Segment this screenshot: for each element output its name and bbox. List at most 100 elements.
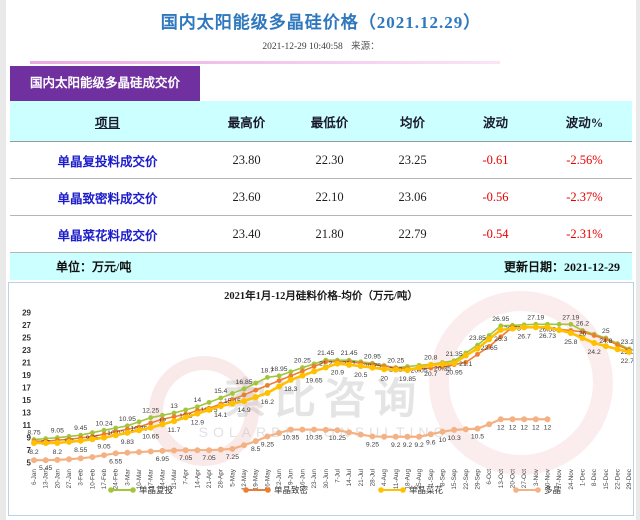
- svg-text:20.7: 20.7: [424, 371, 437, 378]
- svg-text:8-Dec: 8-Dec: [591, 468, 598, 486]
- svg-text:12.9: 12.9: [191, 420, 204, 427]
- svg-text:21.2: 21.2: [319, 360, 332, 367]
- cell-avg: 22.79: [371, 215, 454, 253]
- svg-text:8.55: 8.55: [74, 447, 87, 454]
- svg-text:20.35: 20.35: [434, 366, 451, 373]
- svg-text:单晶菜花: 单晶菜花: [409, 485, 444, 495]
- cell-item[interactable]: 单晶复投料成交价: [10, 141, 205, 179]
- svg-text:10.35: 10.35: [282, 435, 299, 442]
- table-footer-band: 单位：万元/吨 更新日期：2021-12-29: [10, 253, 632, 280]
- svg-text:19: 19: [22, 371, 31, 380]
- svg-text:12: 12: [544, 424, 552, 431]
- legend-item-单晶致密: 单晶致密: [243, 485, 309, 495]
- source-label: 来源：: [351, 42, 380, 52]
- svg-text:26.2: 26.2: [576, 321, 589, 328]
- cell-change: -0.56: [454, 178, 537, 216]
- cell-pct: -2.37%: [537, 178, 632, 216]
- svg-text:24-Nov: 24-Nov: [568, 468, 575, 489]
- cell-avg: 23.25: [371, 141, 454, 179]
- svg-text:5-May: 5-May: [229, 468, 236, 487]
- svg-text:11: 11: [23, 421, 32, 430]
- svg-text:21-Jul: 21-Jul: [358, 469, 365, 486]
- svg-text:18.7: 18.7: [261, 367, 274, 374]
- svg-text:8.2: 8.2: [53, 449, 63, 456]
- column-header-3: 均价: [371, 101, 454, 142]
- x-axis: 6-Jan 13-Jan 20-Jan 27-Jan 3-Feb 10-Feb 17-Feb…: [31, 468, 633, 490]
- svg-text:10.5: 10.5: [471, 434, 484, 441]
- svg-text:27-Oct: 27-Oct: [521, 469, 528, 488]
- svg-text:26: 26: [579, 330, 587, 337]
- svg-text:23.85: 23.85: [469, 335, 486, 342]
- meta-line: 2021-12-29 10:40:58 来源：: [6, 38, 636, 52]
- svg-text:17: 17: [22, 384, 31, 393]
- svg-text:19.85: 19.85: [399, 376, 416, 383]
- svg-text:26.7: 26.7: [518, 333, 531, 340]
- column-header-4: 波动: [454, 101, 537, 142]
- svg-text:6-Oct: 6-Oct: [486, 469, 493, 485]
- report-datetime: 2021-12-29 10:40:58: [262, 42, 343, 52]
- svg-text:10.25: 10.25: [329, 435, 346, 442]
- svg-text:28-Jul: 28-Jul: [369, 469, 376, 486]
- tab-transaction-price[interactable]: 国内太阳能级多晶硅成交价: [10, 66, 200, 101]
- svg-text:9.25: 9.25: [366, 441, 379, 448]
- svg-text:18.95: 18.95: [271, 366, 288, 373]
- svg-text:18.3: 18.3: [284, 386, 297, 393]
- svg-text:10-Nov: 10-Nov: [544, 468, 551, 489]
- cell-high: 23.40: [205, 215, 288, 253]
- chart-title: 2021年1月-12月硅料价格-均价（万元/吨）: [224, 291, 418, 302]
- cell-item[interactable]: 单晶菜花料成交价: [10, 215, 205, 253]
- svg-text:5.45: 5.45: [39, 465, 52, 472]
- svg-text:21.45: 21.45: [317, 350, 334, 357]
- y-axis: 5 7 9 11 13 15 17 19 21 23 25 27 29: [22, 309, 31, 468]
- column-header-1: 最高价: [205, 101, 288, 142]
- svg-text:14.9: 14.9: [237, 407, 250, 414]
- svg-text:13: 13: [22, 409, 31, 418]
- svg-text:8.75: 8.75: [27, 430, 40, 437]
- cell-item[interactable]: 单晶致密料成交价: [10, 178, 205, 216]
- svg-text:9.25: 9.25: [261, 441, 274, 448]
- svg-text:29: 29: [22, 309, 31, 318]
- legend-item-多晶: 多晶: [513, 485, 561, 495]
- svg-text:21.35: 21.35: [446, 351, 463, 358]
- svg-text:22-Dec: 22-Dec: [615, 468, 622, 489]
- svg-text:8.5: 8.5: [251, 446, 261, 453]
- table-header-row: 项目 最高价 最低价 均价 波动 波动%: [10, 101, 632, 142]
- svg-text:23: 23: [22, 346, 31, 355]
- svg-text:7-Apr: 7-Apr: [183, 468, 190, 484]
- svg-text:30-Jun: 30-Jun: [323, 469, 330, 489]
- svg-text:19-May: 19-May: [253, 468, 260, 490]
- svg-text:15.4: 15.4: [214, 388, 227, 395]
- cell-low: 22.10: [288, 178, 371, 216]
- svg-text:12: 12: [509, 424, 517, 431]
- cell-pct: -2.31%: [537, 215, 632, 253]
- divider: [30, 61, 500, 64]
- svg-text:29-Sep: 29-Sep: [474, 469, 481, 490]
- svg-text:9.2: 9.2: [414, 442, 424, 449]
- svg-text:13: 13: [170, 403, 178, 410]
- svg-text:20.95: 20.95: [364, 353, 381, 360]
- svg-text:14: 14: [194, 397, 202, 404]
- svg-text:单晶致密: 单晶致密: [274, 485, 309, 495]
- column-header-0[interactable]: 项目: [10, 101, 205, 142]
- svg-text:8-Sep: 8-Sep: [439, 469, 446, 486]
- svg-text:12: 12: [497, 424, 505, 431]
- svg-text:22.77: 22.77: [621, 358, 633, 365]
- svg-text:10-Mar: 10-Mar: [136, 468, 143, 489]
- legend-item-单晶菜花: 单晶菜花: [378, 485, 444, 495]
- svg-text:10.24: 10.24: [96, 420, 113, 427]
- svg-text:2-Jun: 2-Jun: [276, 469, 283, 485]
- table-row: 单晶菜花料成交价 23.40 21.80 22.79 -0.54 -2.31%: [10, 215, 632, 253]
- svg-text:20.8: 20.8: [424, 354, 437, 361]
- svg-text:26.73: 26.73: [539, 333, 556, 340]
- svg-text:26.95: 26.95: [492, 316, 509, 323]
- chart-legend: 单晶复投 单晶致密 单晶菜花 多晶: [108, 485, 561, 495]
- svg-text:21.45: 21.45: [341, 350, 358, 357]
- report-page: 国内太阳能级多晶硅价格（2021.12.29） 2021-12-29 10:40…: [6, 0, 638, 520]
- svg-text:11-Aug: 11-Aug: [393, 469, 400, 490]
- svg-text:17-Feb: 17-Feb: [101, 469, 108, 490]
- cell-low: 22.30: [288, 141, 371, 179]
- svg-text:23-Jun: 23-Jun: [311, 469, 318, 489]
- svg-text:24-Feb: 24-Feb: [113, 469, 120, 490]
- svg-text:20: 20: [380, 375, 388, 382]
- svg-text:20.05: 20.05: [411, 367, 428, 374]
